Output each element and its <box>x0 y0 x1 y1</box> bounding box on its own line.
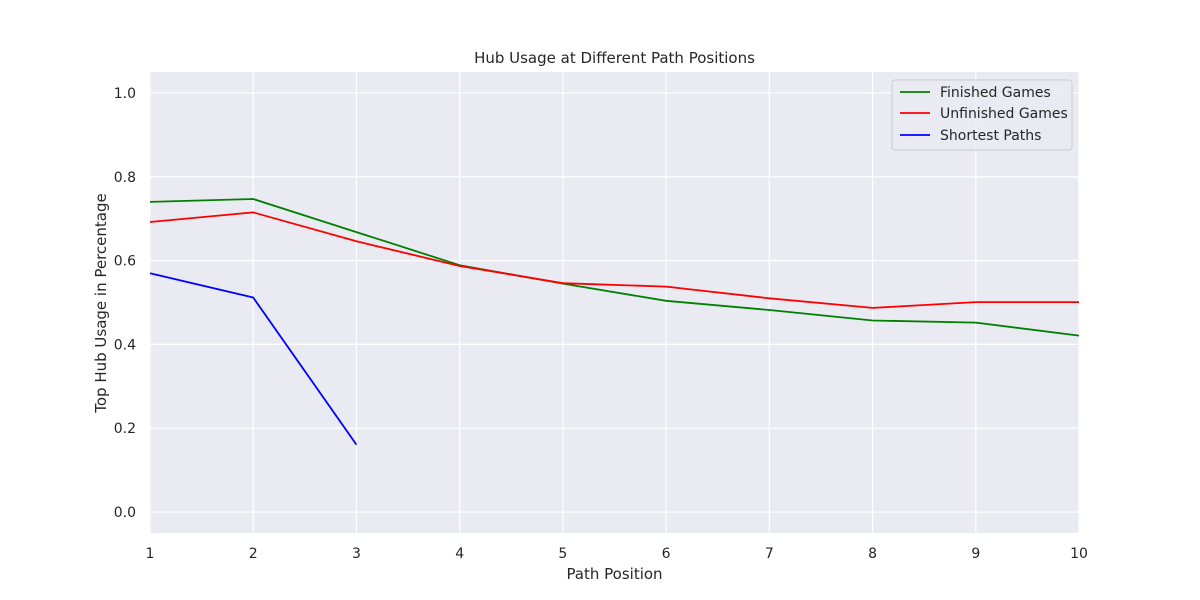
x-tick-label: 2 <box>249 546 258 562</box>
chart-title: Hub Usage at Different Path Positions <box>474 49 755 67</box>
y-tick-label: 0.2 <box>114 421 136 437</box>
y-tick-labels: 0.0 0.2 0.4 0.6 0.8 1.0 <box>114 86 136 521</box>
x-tick-label: 7 <box>765 546 774 562</box>
series-line-finished-games <box>149 198 1080 337</box>
legend-label-finished: Finished Games <box>940 85 1051 101</box>
legend-box <box>891 79 1073 151</box>
x-tick-label: 10 <box>1070 546 1088 562</box>
series-layer <box>149 198 1080 446</box>
y-tick-label: 0.8 <box>114 170 136 186</box>
x-tick-label: 4 <box>455 546 464 562</box>
legend: Finished Games Unfinished Games Shortest… <box>891 79 1073 151</box>
x-tick-label: 9 <box>971 546 980 562</box>
x-tick-label: 8 <box>868 546 877 562</box>
x-tick-label: 1 <box>146 546 155 562</box>
y-tick-label: 0.6 <box>114 254 136 270</box>
x-tick-label: 6 <box>662 546 671 562</box>
y-tick-label: 0.0 <box>114 505 136 521</box>
series-line-shortest-paths <box>149 272 358 446</box>
x-axis-label: Path Position <box>566 565 662 583</box>
x-tick-labels: 1 2 3 4 5 6 7 8 9 10 <box>146 546 1088 562</box>
series-line-unfinished-games <box>149 211 1079 309</box>
x-tick-label: 5 <box>558 546 567 562</box>
legend-label-unfinished: Unfinished Games <box>940 106 1068 122</box>
y-tick-label: 1.0 <box>114 86 136 102</box>
x-tick-label: 3 <box>352 546 361 562</box>
legend-label-shortest: Shortest Paths <box>940 128 1041 144</box>
y-axis-label: Top Hub Usage in Percentage <box>92 193 110 414</box>
y-tick-label: 0.4 <box>114 337 136 353</box>
